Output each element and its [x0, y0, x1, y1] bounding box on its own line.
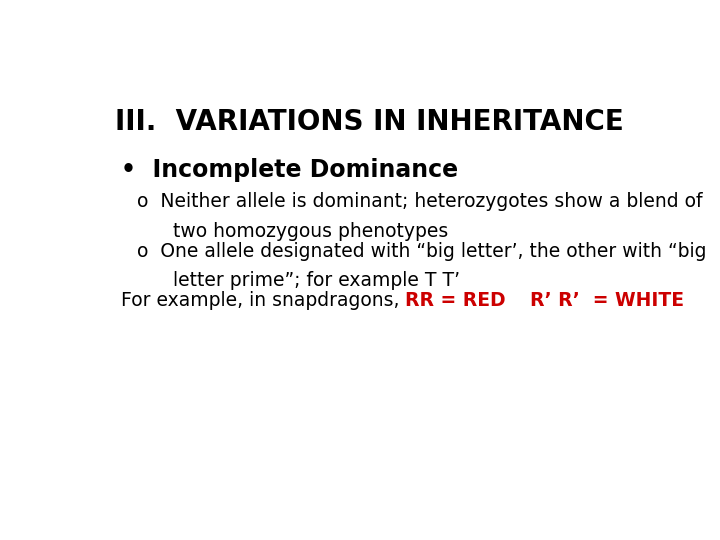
Text: R’ R’  = WHITE: R’ R’ = WHITE: [530, 292, 684, 310]
Text: letter prime”; for example T T’: letter prime”; for example T T’: [138, 272, 460, 291]
Text: •  Incomplete Dominance: • Incomplete Dominance: [121, 158, 458, 183]
Text: For example, in snapdragons,: For example, in snapdragons,: [121, 292, 405, 310]
Text: RR = RED: RR = RED: [405, 292, 506, 310]
Text: two homozygous phenotypes: two homozygous phenotypes: [138, 221, 449, 240]
Text: III.  VARIATIONS IN INHERITANCE: III. VARIATIONS IN INHERITANCE: [114, 109, 624, 137]
Text: o  One allele designated with “big letter’, the other with “big: o One allele designated with “big letter…: [138, 241, 707, 260]
Text: o  Neither allele is dominant; heterozygotes show a blend of: o Neither allele is dominant; heterozygo…: [138, 192, 703, 211]
